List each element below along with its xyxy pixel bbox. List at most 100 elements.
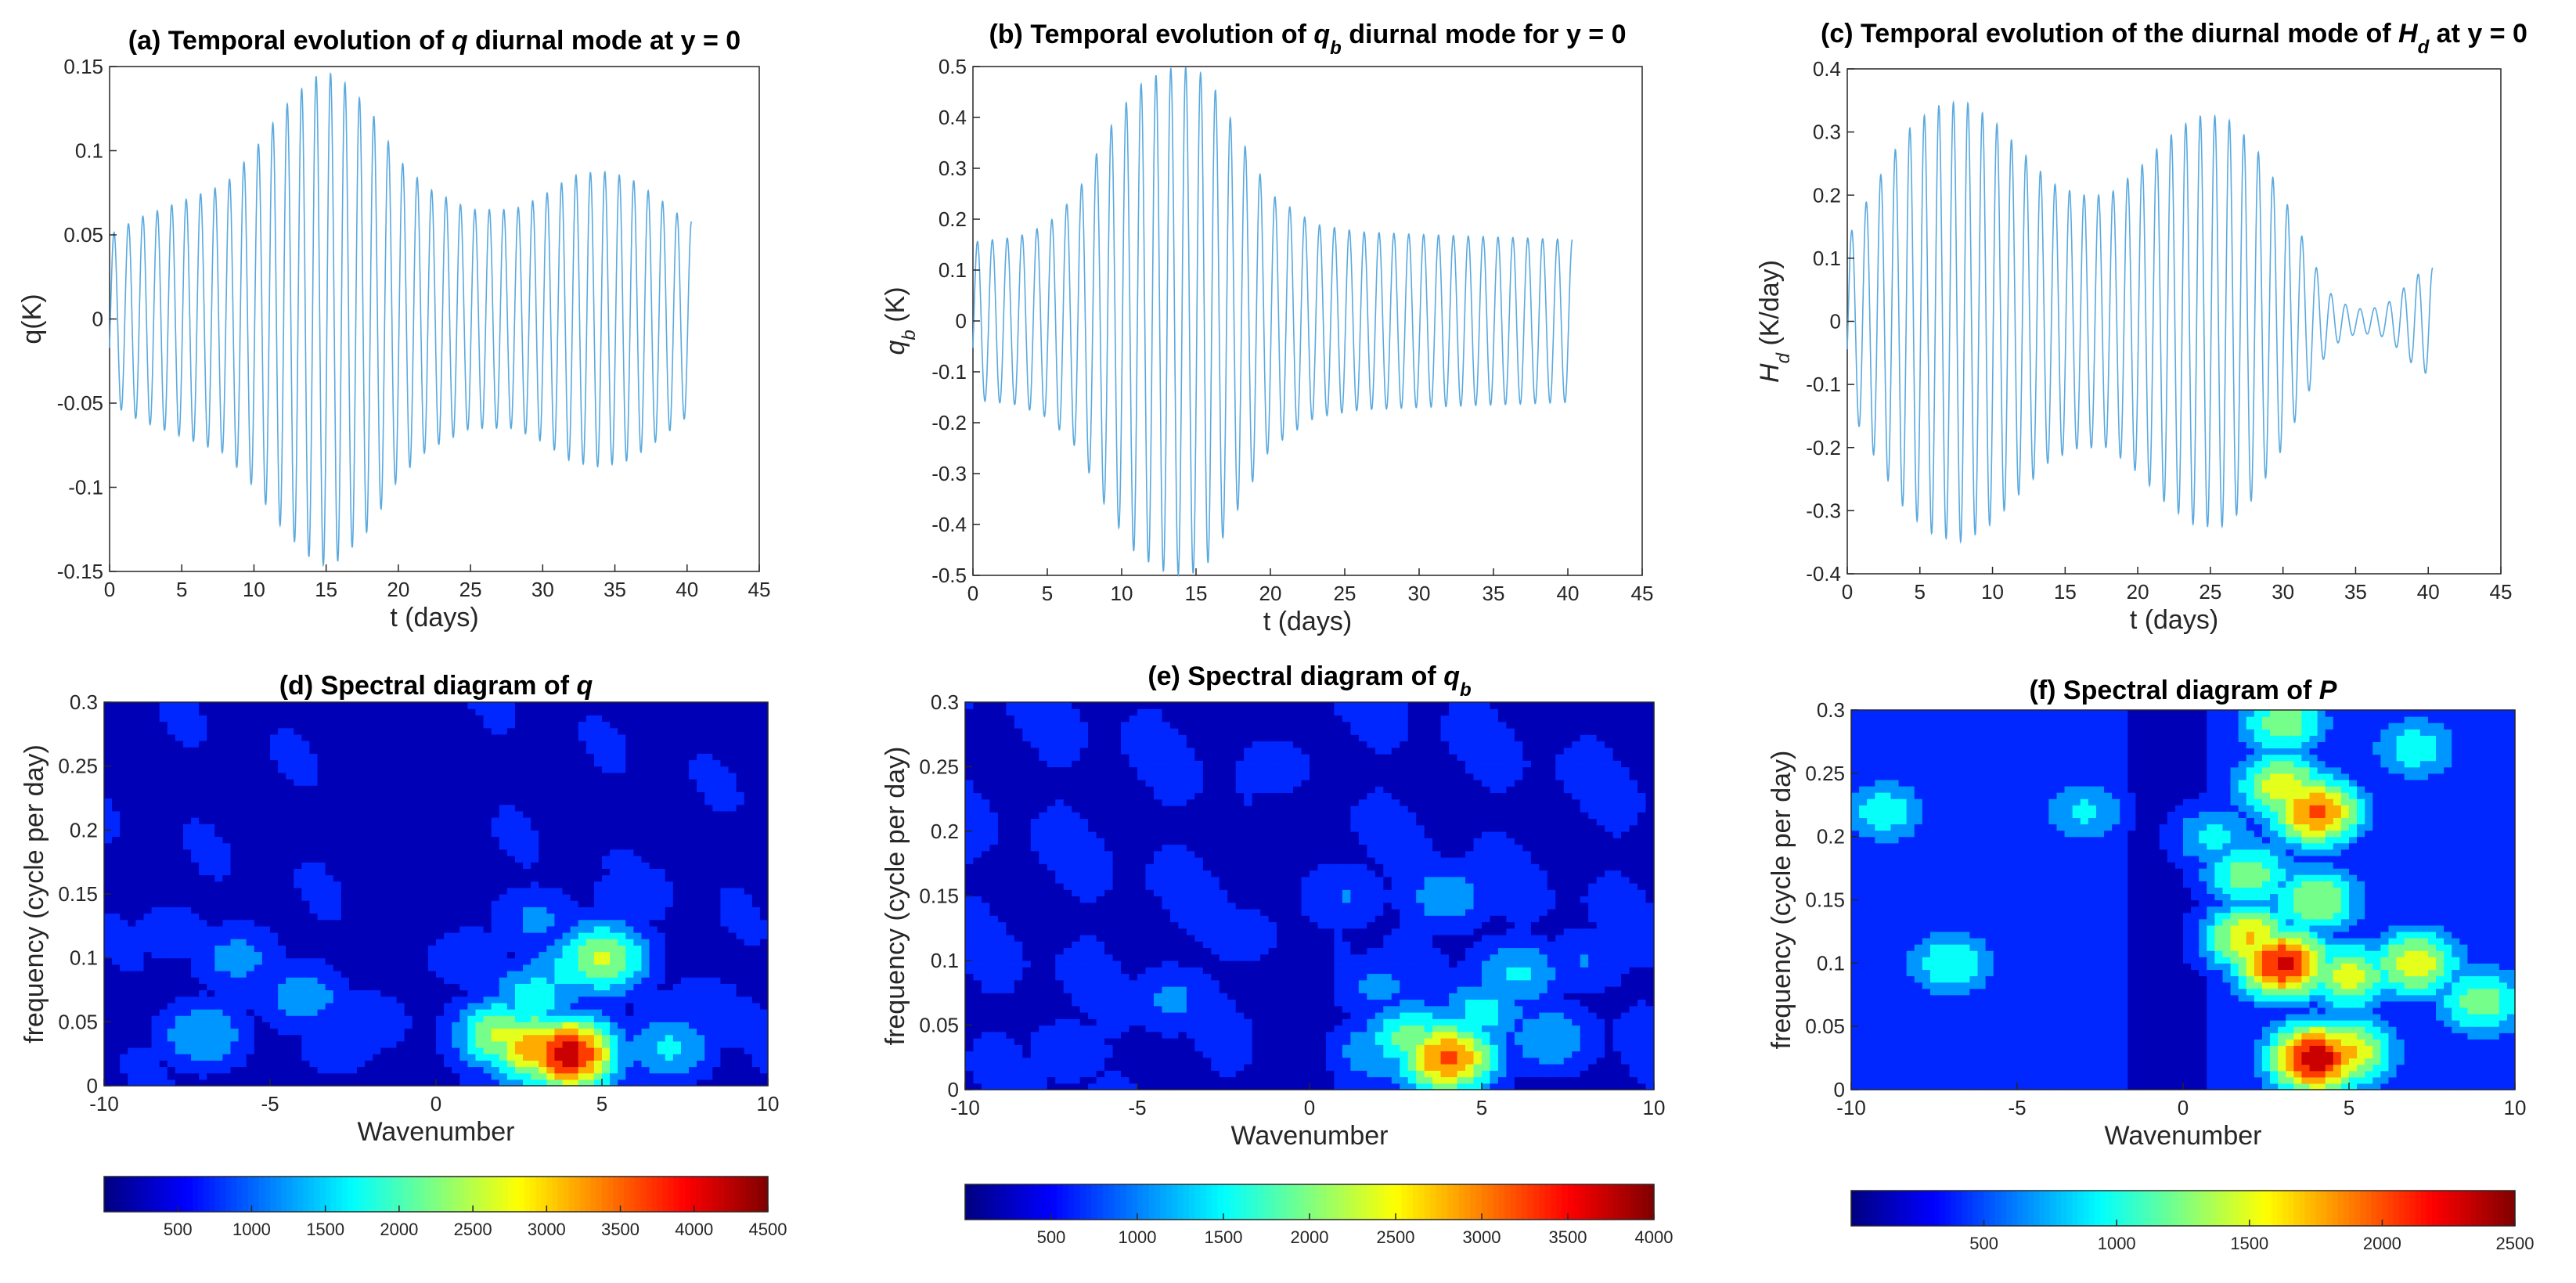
heat-cell [672,868,682,876]
heat-cell [427,1054,437,1061]
heat-cell [570,759,579,767]
heat-cell [380,766,390,773]
heat-cell [246,753,255,761]
heat-cell [680,996,690,1004]
heat-cell [317,1009,326,1016]
heat-cell [199,971,207,978]
heat-cell [191,1072,200,1080]
heat-cell [373,715,381,723]
heat-cell [720,733,730,741]
heat-cell [396,759,405,767]
heat-cell [207,836,215,844]
heat-cell [665,727,674,735]
heat-cell [514,951,524,959]
heat-cell [135,868,145,876]
heat-cell [270,1009,279,1016]
heat-cell [348,957,358,965]
heat-cell [270,842,279,850]
heat-cell [365,702,373,709]
heat-cell [610,971,618,978]
heat-cell [365,708,373,715]
heat-cell [325,772,334,780]
heat-cell [373,996,381,1004]
heat-cell [420,708,429,715]
heat-cell [618,977,626,984]
heat-cell [112,971,121,978]
heat-cell [618,779,626,786]
heat-cell [712,996,722,1004]
heat-cell [483,906,492,914]
heat-cell [523,747,531,754]
heat-cell [199,849,207,856]
heat-cell [523,849,531,856]
heat-cell [475,1047,485,1054]
heat-cell [317,702,326,709]
heat-cell [396,810,405,818]
heat-cell [214,977,224,984]
heat-cell [585,708,595,715]
heat-cell [301,708,311,715]
heat-cell [120,810,128,818]
heat-cell [325,856,334,863]
heat-cell [333,887,342,895]
heat-cell [720,1047,730,1054]
heat-cell [278,887,286,895]
heat-cell [365,977,373,984]
heat-cell [546,1028,556,1036]
heat-cell [120,733,128,741]
heat-cell [720,939,730,946]
heat-cell [222,945,232,953]
heat-cell [704,913,713,921]
heat-cell [270,1054,279,1061]
heat-cell [357,862,366,869]
heat-cell [286,1060,294,1068]
heat-cell [420,951,429,959]
heat-cell [618,830,626,838]
heat-cell [633,951,643,959]
heat-cell [475,721,485,729]
heat-cell [143,772,153,780]
heat-cell [404,785,413,792]
heat-cell [483,753,492,761]
heat-cell [254,1060,263,1068]
heat-cell [436,1047,445,1054]
heat-cell [380,741,390,748]
heat-cell [499,836,508,844]
heat-cell [294,772,302,780]
heat-cell [365,842,373,850]
heat-cell [340,874,350,882]
heat-cell [199,804,207,812]
heat-cell [104,759,113,767]
heat-cell [531,708,539,715]
heat-cell [294,1047,302,1054]
heat-cell [286,1066,294,1074]
heat-cell [317,957,326,965]
heat-cell [554,741,564,748]
heat-cell [278,1047,286,1054]
heat-cell [602,939,611,946]
heat-cell [728,1009,737,1016]
heat-cell [641,1072,650,1080]
heat-cell [570,727,579,735]
heat-cell [420,906,429,914]
heat-cell [340,964,350,971]
heat-cell [270,798,279,805]
heat-cell [333,862,342,869]
x-tick-label: 25 [2199,580,2221,604]
heat-cell [649,1072,658,1080]
heat-cell [230,913,240,921]
heat-cell [388,945,398,953]
heat-cell [531,913,539,921]
heat-cell [167,830,176,838]
heat-cell [333,1047,342,1054]
heat-cell [427,791,437,799]
heat-cell [412,996,421,1004]
heat-cell [199,1066,207,1074]
heat-cell [143,1079,153,1087]
heat-cell [459,964,468,971]
heat-cell [135,785,145,792]
heat-cell [499,951,508,959]
heat-cell [104,900,113,907]
heat-cell [420,804,429,812]
heat-cell [238,971,247,978]
